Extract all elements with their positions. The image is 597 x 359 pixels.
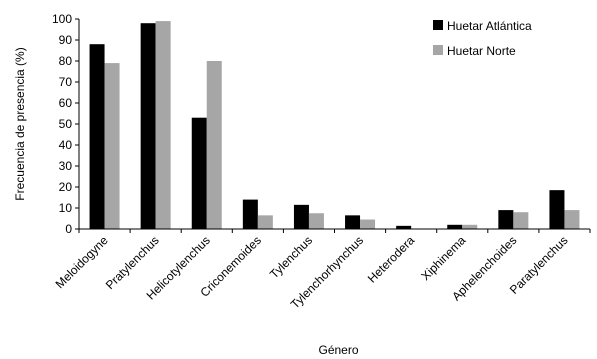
legend: Huetar Atlántica Huetar Norte: [433, 19, 532, 58]
y-axis-title: Frecuencia de presencia (%): [13, 47, 27, 200]
y-axis-ticks: 0 10 20 30 40 50 60 70 80 90 100: [52, 12, 79, 236]
x-tick-label: Tylenchus: [267, 233, 315, 281]
bar-huetar-atlantica: [447, 224, 463, 229]
legend-label: Huetar Atlántica: [447, 19, 532, 33]
bar-huetar-atlantica: [396, 225, 412, 229]
bar-huetar-atlantica: [191, 117, 207, 229]
bar-huetar-norte: [564, 210, 580, 229]
bar-huetar-norte: [513, 212, 529, 229]
bar-huetar-norte: [462, 224, 478, 229]
bar-huetar-norte: [206, 61, 222, 229]
x-axis-title: Género: [318, 343, 358, 357]
x-tick-label: Heterodera: [365, 233, 418, 286]
bar-huetar-atlantica: [549, 190, 565, 229]
bar-huetar-atlantica: [140, 23, 156, 230]
y-tick-label: 70: [59, 75, 73, 89]
bar-huetar-atlantica: [345, 215, 361, 229]
bar-huetar-norte: [104, 63, 120, 229]
y-tick-label: 0: [65, 222, 72, 236]
y-tick-label: 20: [59, 180, 73, 194]
bars-group: [89, 21, 580, 230]
legend-swatch: [433, 45, 443, 55]
y-tick-label: 30: [59, 159, 73, 173]
legend-label: Huetar Norte: [447, 44, 516, 58]
y-tick-label: 50: [59, 117, 73, 131]
legend-swatch: [433, 20, 443, 30]
x-axis-ticks: MeloidogynePratylenchusHelicotylenchusCr…: [53, 229, 591, 312]
y-tick-label: 10: [59, 201, 73, 215]
y-tick-label: 100: [52, 12, 72, 26]
bar-huetar-norte: [155, 21, 171, 229]
y-tick-label: 90: [59, 33, 73, 47]
bar-huetar-norte: [308, 213, 324, 229]
x-tick-label: Xiphinema: [418, 233, 468, 283]
bar-huetar-norte: [257, 215, 273, 229]
bar-huetar-norte: [360, 219, 376, 229]
y-tick-label: 40: [59, 138, 73, 152]
y-tick-label: 80: [59, 54, 73, 68]
bar-huetar-atlantica: [242, 199, 258, 229]
bar-huetar-atlantica: [89, 44, 105, 230]
bar-huetar-atlantica: [498, 210, 514, 229]
bar-huetar-atlantica: [293, 204, 309, 229]
y-tick-label: 60: [59, 96, 73, 110]
